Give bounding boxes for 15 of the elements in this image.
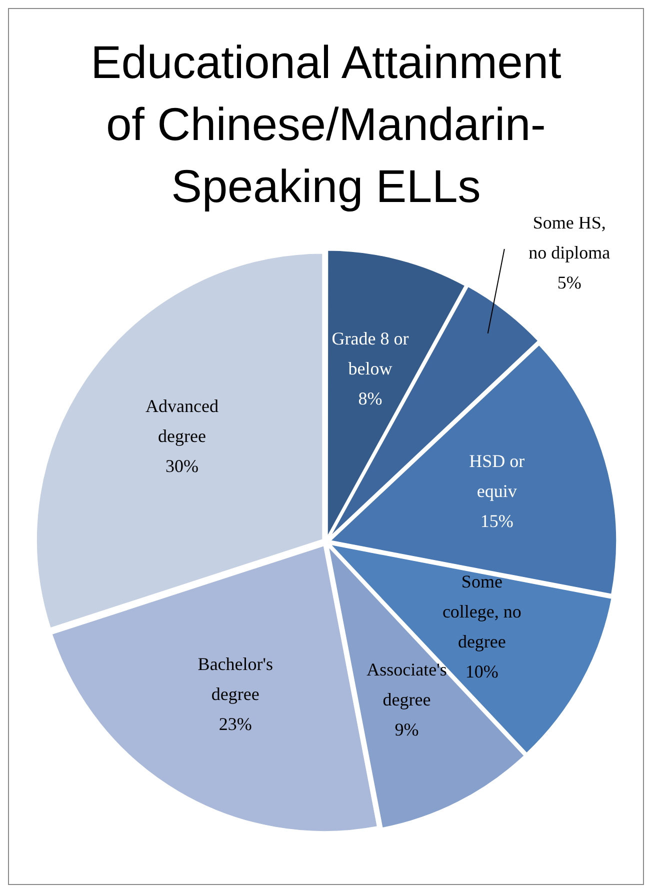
slice-label: Some college, no degree xyxy=(442,571,522,652)
data-label: 8% xyxy=(358,388,382,408)
slice-label: HSD or equiv xyxy=(469,451,525,502)
slice-label: Associate's degree xyxy=(366,659,447,710)
data-label: 9% xyxy=(394,719,419,740)
slice-label: Some HS, no diploma xyxy=(528,212,610,263)
slice-label: Grade 8 or below xyxy=(332,328,409,378)
slice-label: Advanced degree xyxy=(146,396,219,446)
data-label: 10% xyxy=(465,661,498,682)
chart-title: Educational Attainment of Chinese/Mandarin-Speaking ELLs xyxy=(90,36,562,212)
data-label: 15% xyxy=(480,511,514,532)
data-label: 30% xyxy=(166,456,199,476)
data-label: 5% xyxy=(557,272,582,293)
slice-label: Bachelor's degree xyxy=(198,654,274,704)
data-label: 23% xyxy=(218,714,252,734)
